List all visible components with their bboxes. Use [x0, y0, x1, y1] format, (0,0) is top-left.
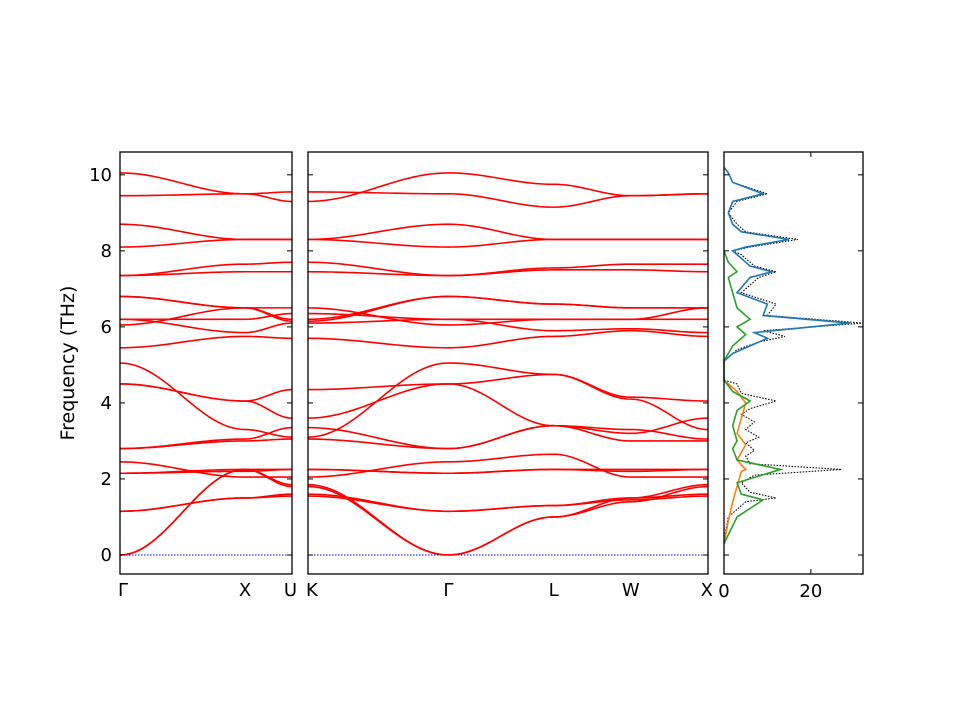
y-axis-label: Frequency (THz)	[57, 286, 79, 441]
band-line	[307, 307, 709, 326]
x-tick-label: 0	[718, 581, 729, 602]
y-tick-label: 0	[101, 545, 112, 566]
band-line	[307, 261, 708, 277]
band-line	[119, 438, 292, 450]
dos-panel-frame	[723, 151, 864, 575]
x-tick-label: L	[549, 580, 559, 601]
band-line	[119, 238, 292, 248]
band-line	[119, 383, 293, 419]
band-line	[307, 373, 709, 402]
band-line	[119, 261, 293, 277]
band-line	[307, 468, 708, 475]
band-line	[307, 295, 708, 321]
y-tick-label: 6	[101, 317, 112, 338]
band-line	[307, 329, 709, 349]
band-line	[119, 383, 293, 402]
x-tick-label: W	[622, 580, 640, 601]
band-line	[119, 493, 293, 513]
dos-panel: 0 20	[718, 151, 864, 602]
band-line	[119, 172, 293, 203]
band-line	[307, 172, 709, 203]
x-tick-label: Γ	[443, 580, 453, 601]
x-tick-label: K	[306, 580, 319, 601]
x-tick-label: Γ	[118, 580, 128, 601]
band-line	[307, 424, 709, 450]
band-line	[307, 269, 709, 277]
band-line	[119, 318, 293, 334]
band-panel-frame	[307, 151, 709, 575]
band-line	[307, 493, 709, 513]
band-line	[307, 238, 708, 248]
band-line	[119, 461, 292, 478]
band-line	[119, 495, 293, 513]
x-tick-label: X	[239, 580, 251, 601]
band-line	[119, 468, 293, 556]
dos-pdos1-curve	[723, 166, 851, 362]
band-line	[120, 312, 293, 321]
band-line	[119, 468, 292, 475]
band-line	[307, 424, 708, 450]
band-line	[307, 223, 708, 241]
band-line	[119, 295, 293, 321]
dos-pdos2-curve	[723, 379, 748, 544]
x-tick-label: X	[701, 580, 713, 601]
band-line	[307, 495, 709, 513]
band-line	[119, 362, 293, 438]
band-line	[119, 223, 292, 241]
dos-pdos3-curve	[723, 250, 784, 544]
band-line	[307, 453, 708, 478]
band-line	[307, 362, 709, 438]
band-line	[119, 468, 293, 556]
band-line	[119, 270, 292, 277]
x-tick-label: U	[284, 580, 297, 601]
band-panel-frame	[119, 151, 293, 575]
band-line	[119, 335, 293, 349]
band-line	[307, 191, 709, 208]
band-line	[119, 191, 293, 197]
band-structure-left-panel: 0 2 4 6 8 10 Γ X U	[89, 151, 297, 601]
y-tick-label: 4	[101, 393, 112, 414]
band-line	[307, 483, 709, 556]
y-tick-label: 10	[89, 165, 112, 186]
dos-total-curve	[723, 166, 864, 540]
band-line	[307, 383, 709, 435]
y-tick-label: 2	[101, 469, 112, 490]
x-tick-label: 20	[799, 581, 822, 602]
band-line	[119, 426, 293, 450]
y-tick-label: 8	[101, 241, 112, 262]
